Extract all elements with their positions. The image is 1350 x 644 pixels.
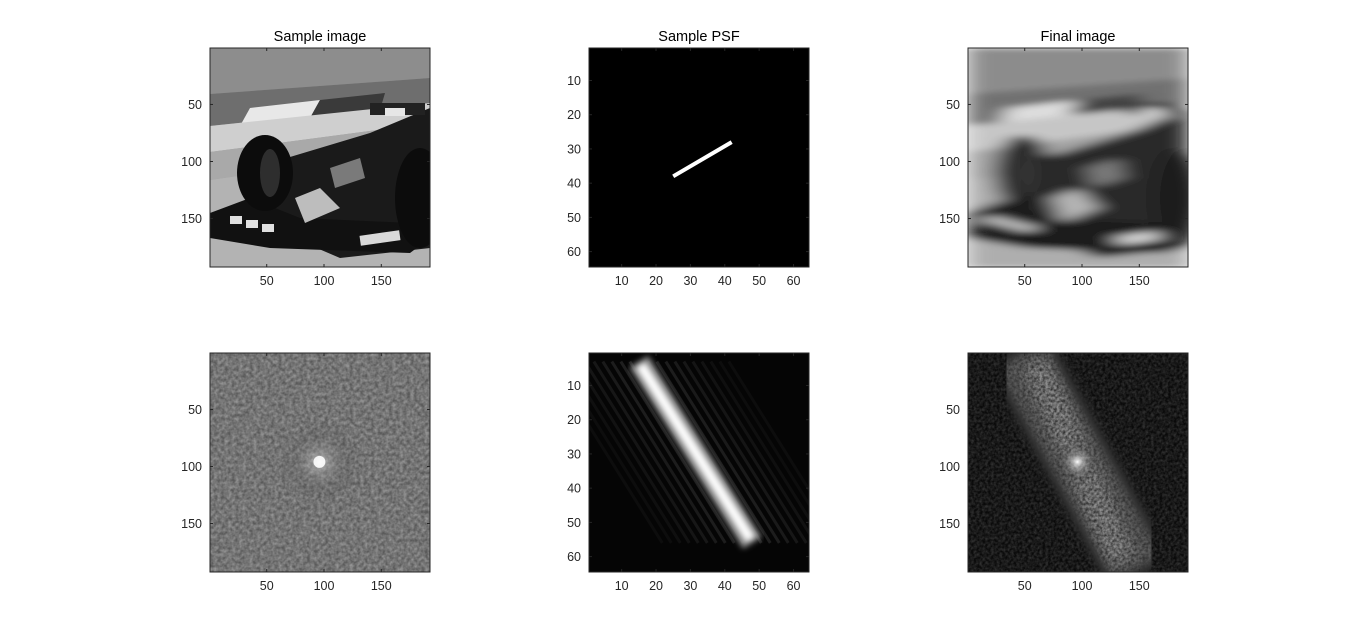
x-tick-label: 60 xyxy=(787,579,801,593)
x-tick-label: 60 xyxy=(787,274,801,288)
image-area xyxy=(968,48,1203,268)
image-area xyxy=(210,353,430,572)
x-tick-label: 30 xyxy=(683,579,697,593)
subplot-title: Sample PSF xyxy=(658,29,740,45)
y-tick-label: 60 xyxy=(567,550,581,564)
x-tick-label: 150 xyxy=(371,579,392,593)
y-tick-label: 100 xyxy=(939,155,960,169)
y-tick-label: 150 xyxy=(181,517,202,531)
y-tick-label: 40 xyxy=(567,482,581,496)
x-tick-label: 10 xyxy=(615,274,629,288)
x-tick-label: 50 xyxy=(752,579,766,593)
image-pixels xyxy=(210,48,445,268)
y-tick-label: 20 xyxy=(567,108,581,122)
y-tick-label: 50 xyxy=(946,403,960,417)
x-tick-label: 20 xyxy=(649,274,663,288)
x-tick-label: 150 xyxy=(1129,274,1150,288)
y-tick-label: 100 xyxy=(181,460,202,474)
x-tick-label: 100 xyxy=(1072,579,1093,593)
y-tick-label: 20 xyxy=(567,413,581,427)
subplot-2: 10 20 30 40 50 60 10 20 30 40 50 60 Sample PSF xyxy=(567,29,809,288)
image-area xyxy=(968,352,1188,572)
y-tick-label: 40 xyxy=(567,177,581,191)
y-tick-label: 150 xyxy=(939,212,960,226)
image-area xyxy=(549,353,842,572)
subplot-1: 50 100 150 50 100 150 Sample image xyxy=(181,29,445,288)
x-tick-label: 100 xyxy=(314,274,335,288)
y-tick-label: 50 xyxy=(946,98,960,112)
y-tick-label: 30 xyxy=(567,447,581,461)
x-tick-label: 50 xyxy=(1018,274,1032,288)
x-tick-label: 40 xyxy=(718,274,732,288)
x-tick-label: 100 xyxy=(1072,274,1093,288)
y-tick-label: 60 xyxy=(567,245,581,259)
y-tick-label: 10 xyxy=(567,379,581,393)
image-area xyxy=(589,48,809,267)
x-tick-label: 50 xyxy=(260,579,274,593)
image-area xyxy=(210,48,445,268)
y-tick-label: 50 xyxy=(188,98,202,112)
x-tick-label: 40 xyxy=(718,579,732,593)
y-tick-label: 100 xyxy=(939,460,960,474)
x-tick-label: 100 xyxy=(314,579,335,593)
y-tick-label: 150 xyxy=(939,517,960,531)
subplot-4: 50 100 150 50 100 150 xyxy=(181,353,430,593)
y-tick-label: 50 xyxy=(188,403,202,417)
y-tick-label: 150 xyxy=(181,212,202,226)
subplot-title: Sample image xyxy=(274,29,367,45)
image-pixels xyxy=(589,48,809,267)
subplot-3: 50 100 150 50 100 150 Final image xyxy=(939,29,1203,288)
y-tick-label: 100 xyxy=(181,155,202,169)
x-tick-label: 50 xyxy=(260,274,274,288)
x-tick-label: 150 xyxy=(371,274,392,288)
x-tick-label: 150 xyxy=(1129,579,1150,593)
subplot-5: 10 20 30 40 50 60 10 20 30 40 50 60 xyxy=(549,353,842,593)
x-tick-label: 30 xyxy=(683,274,697,288)
y-tick-label: 30 xyxy=(567,142,581,156)
subplot-6: 50 100 150 50 100 150 xyxy=(939,352,1188,593)
x-tick-label: 20 xyxy=(649,579,663,593)
y-tick-label: 50 xyxy=(567,516,581,530)
subplot-title: Final image xyxy=(1041,29,1116,45)
y-tick-label: 50 xyxy=(567,211,581,225)
y-tick-label: 10 xyxy=(567,74,581,88)
x-tick-label: 10 xyxy=(615,579,629,593)
x-tick-label: 50 xyxy=(752,274,766,288)
x-tick-label: 50 xyxy=(1018,579,1032,593)
spectrum-centre xyxy=(1055,440,1099,484)
